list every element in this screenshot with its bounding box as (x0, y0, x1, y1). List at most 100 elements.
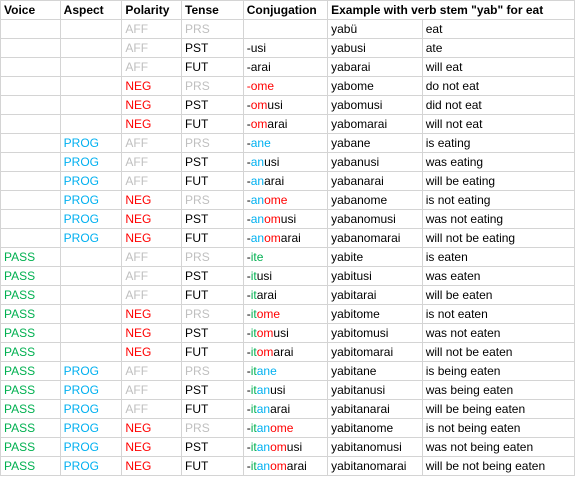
header-tense: Tense (181, 0, 244, 20)
cell-example: yabanome (327, 190, 423, 210)
cell-tense: FUT (181, 114, 244, 134)
cell-conjugation: -anarai (242, 171, 329, 191)
conjugation-segment: an (250, 193, 265, 207)
cell-aspect (59, 342, 123, 362)
conjugation-segment: ome (270, 421, 294, 435)
cell-tense: PRS (181, 247, 244, 267)
cell-gloss: is not eating (421, 190, 575, 210)
conjugation-segment: arai (280, 231, 301, 245)
cell-gloss: will not be eaten (421, 342, 575, 362)
cell-tense: PRS (181, 304, 244, 324)
conjugation-segment: an (250, 212, 265, 226)
conjugation-segment: arai (264, 174, 285, 188)
conjugation-segment: usi (286, 440, 303, 454)
conjugation-segment: usi (264, 155, 280, 169)
conjugation-segment: it (250, 383, 257, 397)
conjugation-segment: it (250, 421, 257, 435)
cell-tense: PST (181, 152, 244, 172)
table-row: PASS NEG PST -itomusi yabitomusi was not eate… (0, 323, 575, 343)
cell-aspect: PROG (59, 437, 123, 457)
cell-tense: FUT (181, 171, 244, 191)
header-row: Voice Aspect Polarity Tense Conjugation … (0, 0, 575, 20)
cell-voice: PASS (0, 380, 61, 400)
cell-tense: PRS (181, 190, 244, 210)
cell-voice (0, 171, 61, 191)
conjugation-segment: - (246, 345, 251, 359)
cell-aspect (59, 304, 123, 324)
cell-polarity: NEG (121, 418, 183, 438)
conjugation-segment: - (246, 98, 251, 112)
conjugation-segment: ome (264, 193, 288, 207)
cell-example: yabitane (327, 361, 423, 381)
cell-example: yabitanomusi (327, 437, 423, 457)
table-row: PASS PROG NEG PRS -itanome yabitanome is not b… (0, 418, 575, 438)
conjugation-segment: - (246, 174, 251, 188)
cell-polarity: NEG (121, 304, 183, 324)
cell-conjugation: -itanarai (242, 399, 329, 419)
conjugation-segment: an (256, 440, 271, 454)
header-example: Example with verb stem "yab" for eat (327, 0, 575, 20)
conjugation-segment: usi (256, 269, 273, 283)
conjugation-segment: arai (256, 288, 277, 302)
cell-tense: FUT (181, 342, 244, 362)
cell-polarity: NEG (121, 323, 183, 343)
cell-polarity: AFF (121, 38, 183, 58)
cell-example: yabanarai (327, 171, 423, 191)
conjugation-segment: om (264, 231, 281, 245)
cell-conjugation: -itomusi (242, 323, 329, 343)
cell-polarity: AFF (121, 266, 183, 286)
cell-example: yabü (327, 19, 423, 39)
cell-aspect: PROG (59, 418, 123, 438)
conjugation-segment: - (246, 459, 251, 473)
cell-polarity: NEG (121, 437, 183, 457)
cell-gloss: was eaten (421, 266, 575, 286)
cell-aspect (59, 323, 123, 343)
conjugation-segment: ane (256, 364, 277, 378)
cell-gloss: will not be eating (421, 228, 575, 248)
conjugation-segment: - (246, 288, 251, 302)
cell-voice: PASS (0, 418, 61, 438)
cell-polarity: NEG (121, 95, 183, 115)
cell-aspect: PROG (59, 209, 123, 229)
conjugation-segment: - (246, 155, 251, 169)
conjugation-segment: - (246, 421, 251, 435)
cell-tense: PRS (181, 418, 244, 438)
cell-aspect: PROG (59, 456, 123, 476)
cell-polarity: NEG (121, 456, 183, 476)
cell-example: yabane (327, 133, 423, 153)
cell-conjugation: -itarai (242, 285, 329, 305)
conjugation-segment: - (246, 212, 251, 226)
cell-conjugation: -itusi (242, 266, 329, 286)
cell-aspect (59, 95, 123, 115)
cell-conjugation: -usi (242, 38, 329, 58)
conjugation-segment: - (246, 307, 251, 321)
conjugation-segment: arai (270, 402, 291, 416)
table-row: PASS PROG AFF FUT -itanarai yabitanarai will b… (0, 399, 575, 419)
cell-conjugation: -omusi (242, 95, 329, 115)
cell-example: yabarai (327, 57, 423, 77)
cell-tense: PST (181, 95, 244, 115)
cell-aspect (59, 76, 123, 96)
cell-example: yabitanome (327, 418, 423, 438)
cell-aspect (59, 266, 123, 286)
table-row: PROG AFF FUT -anarai yabanarai will be eating (0, 171, 575, 191)
header-voice: Voice (0, 0, 61, 20)
cell-voice: PASS (0, 323, 61, 343)
cell-voice (0, 19, 61, 39)
cell-tense: PRS (181, 361, 244, 381)
conjugation-segment: usi (273, 326, 289, 340)
cell-gloss: was being eaten (421, 380, 575, 400)
cell-voice: PASS (0, 266, 61, 286)
table-row: AFF FUT -arai yabarai will eat (0, 57, 575, 77)
cell-conjugation: -anusi (242, 152, 329, 172)
cell-example: yabitanomarai (327, 456, 423, 476)
cell-conjugation: -anome (242, 190, 329, 210)
conjugation-segment: - (246, 193, 251, 207)
cell-aspect: PROG (59, 380, 123, 400)
cell-polarity: AFF (121, 399, 183, 419)
cell-gloss: is eating (421, 133, 575, 153)
cell-aspect: PROG (59, 399, 123, 419)
cell-conjugation (242, 19, 329, 39)
cell-example: yabanusi (327, 152, 423, 172)
